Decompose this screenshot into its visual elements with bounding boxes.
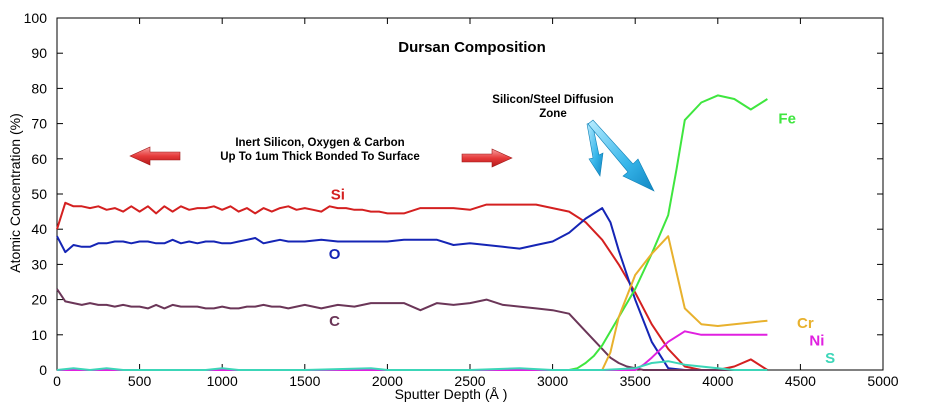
inert-layer-note-line1: Inert Silicon, Oxygen & Carbon — [235, 137, 404, 149]
x-tick-label: 0 — [53, 373, 61, 389]
y-tick-label: 100 — [24, 10, 48, 26]
y-axis-label: Atomic Concentration (%) — [7, 113, 23, 273]
series-line-si — [56, 201, 768, 371]
series-label-cr: Cr — [797, 315, 814, 332]
diffusion-zone-note-line1: Silicon/Steel Diffusion — [492, 94, 613, 106]
y-tick-label: 90 — [31, 45, 47, 61]
x-tick-label: 2500 — [454, 373, 485, 389]
x-axis: 0 500 1000 1500 2000 2500 3000 3500 4000 4500 5000 — [53, 18, 899, 389]
y-tick-label: 70 — [31, 116, 47, 132]
x-tick-label: 3500 — [620, 373, 651, 389]
series-line-o — [56, 207, 768, 371]
y-tick-label: 10 — [31, 327, 47, 343]
series-label-c: C — [329, 313, 340, 330]
y-tick-label: 0 — [39, 362, 47, 378]
x-axis-label: Sputter Depth (Å ) — [395, 386, 508, 402]
x-tick-label: 4500 — [785, 373, 816, 389]
x-tick-label: 5000 — [867, 373, 898, 389]
series-line-cr — [57, 235, 768, 371]
diffusion-arrow-right-icon — [587, 119, 655, 192]
x-tick-label: 1000 — [207, 373, 238, 389]
y-tick-label: 80 — [31, 80, 47, 96]
inert-layer-note-line2: Up To 1um Thick Bonded To Surface — [220, 151, 420, 163]
series-line-s — [56, 360, 768, 371]
left-arrow-icon — [129, 146, 181, 166]
series-line-c — [56, 288, 768, 371]
diffusion-zone-note-line2: Zone — [539, 108, 566, 120]
x-tick-label: 500 — [128, 373, 152, 389]
series-label-s: S — [825, 350, 835, 367]
plot-area — [56, 17, 884, 371]
y-tick-label: 40 — [31, 221, 47, 237]
y-tick-label: 50 — [31, 186, 47, 202]
right-arrow-icon — [461, 148, 513, 168]
chart-title: Dursan Composition — [398, 39, 546, 56]
series-label-o: O — [329, 246, 341, 263]
x-tick-label: 3000 — [537, 373, 568, 389]
x-tick-label: 1500 — [289, 373, 320, 389]
series-label-si: Si — [331, 186, 345, 203]
y-tick-label: 30 — [31, 256, 47, 272]
y-tick-label: 60 — [31, 151, 47, 167]
y-axis: 0 10 20 30 40 50 60 70 80 90 100 — [24, 10, 883, 378]
series-label-ni: Ni — [809, 332, 824, 349]
series-label-fe: Fe — [778, 111, 796, 128]
x-tick-label: 2000 — [372, 373, 403, 389]
x-tick-label: 4000 — [702, 373, 733, 389]
y-tick-label: 20 — [31, 292, 47, 308]
